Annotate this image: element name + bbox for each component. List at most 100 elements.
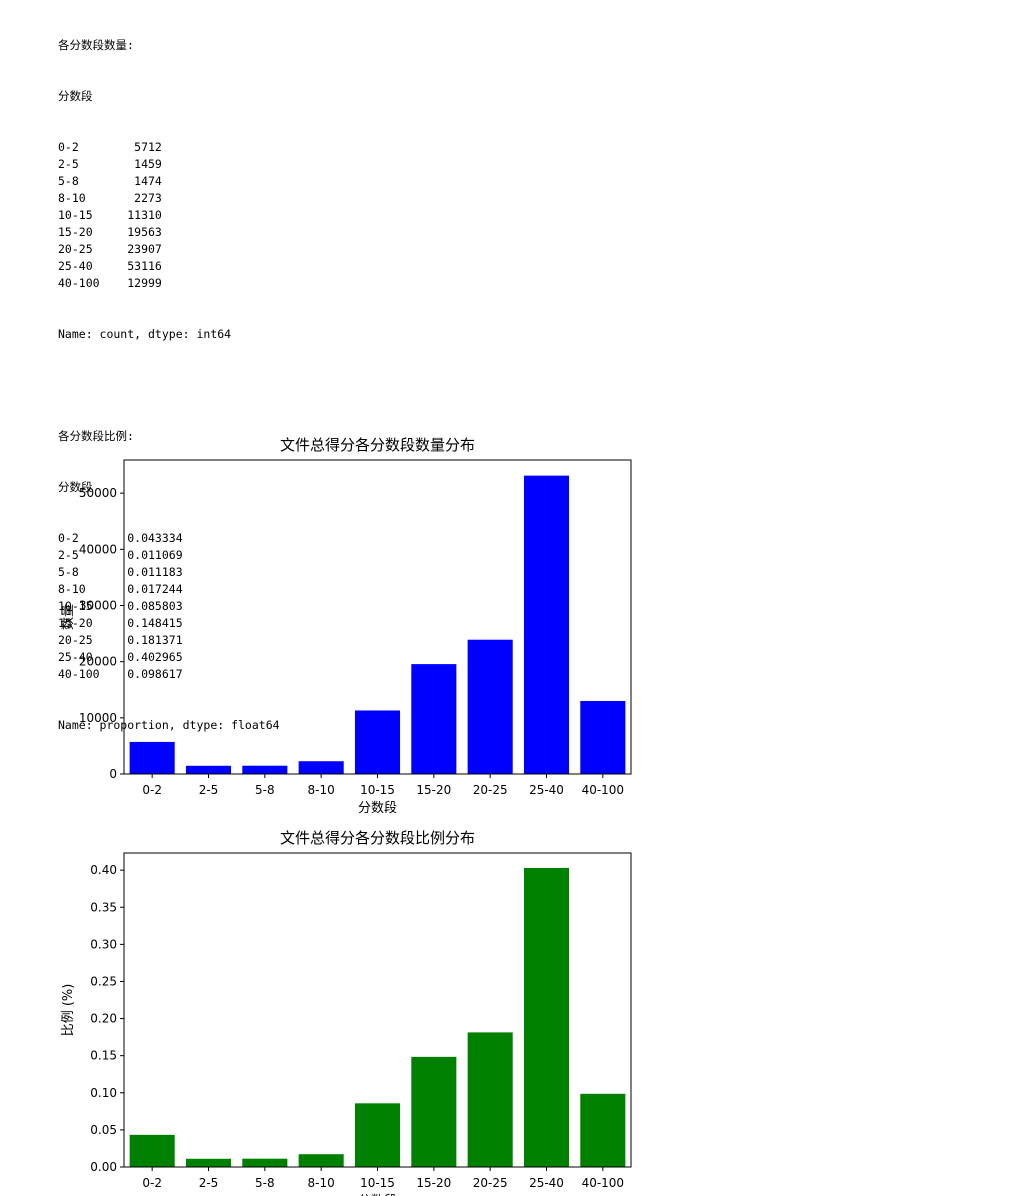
count-index-name: 分数段 [58,89,93,103]
count-row: 20-25 23907 [58,241,280,258]
proportion-row-label: 25-40 [58,650,114,664]
proportion-header: 各分数段比例: [58,429,134,443]
count-x-tick-label: 15-20 [416,783,451,797]
count-bar [467,639,513,774]
proportion-y-tick-label: 0.35 [90,900,117,914]
count-y-tick-label: 50000 [79,486,117,500]
proportion-y-tick-label: 0.00 [90,1160,117,1174]
proportion-row: 0-2 0.043334 [58,530,280,547]
proportion-index-name: 分数段 [58,480,93,494]
proportion-row: 15-20 0.148415 [58,615,280,632]
count-row: 8-10 2273 [58,190,280,207]
proportion-row-value: 0.043334 [113,531,183,545]
count-row: 2-5 1459 [58,156,280,173]
count-bar [185,765,232,774]
proportion-row-value: 0.181371 [113,633,183,647]
count-y-tick-label: 10000 [79,711,117,725]
proportion-bar [411,1056,457,1167]
proportion-row-label: 2-5 [58,548,114,562]
proportion-x-tick-label: 20-25 [473,1176,508,1190]
count-row-label: 10-15 [58,208,114,222]
count-row-value: 1474 [113,174,162,188]
count-row-label: 20-25 [58,242,114,256]
count-row: 0-2 5712 [58,139,280,156]
proportion-x-tick-label: 5-8 [255,1176,275,1190]
count-chart-title: 文件总得分各分数段数量分布 [280,436,475,454]
count-row: 40-100 12999 [58,275,280,292]
count-y-tick-label: 40000 [79,542,117,556]
proportion-x-tick-label: 25-40 [529,1176,564,1190]
count-row-value: 1459 [113,157,162,171]
count-footer: Name: count, dtype: int64 [58,327,232,341]
proportion-row-label: 20-25 [58,633,114,647]
proportion-x-tick-label: 0-2 [142,1176,162,1190]
proportion-row-label: 10-15 [58,599,114,613]
proportion-bar [298,1154,344,1167]
proportion-bar-chart: 文件总得分各分数段比例分布 0-2 2-5 5-8 8-10 10-15 15-20 20-2… [61,829,632,1196]
proportion-row-value: 0.017244 [113,582,183,596]
count-rows: 0-2 5712 2-5 1459 5-8 1474 8-10 2273 10-15 1… [58,139,280,292]
proportion-y-tick-label: 0.10 [90,1086,117,1100]
count-x-tick-label: 2-5 [199,783,219,797]
proportion-y-tick-label: 0.15 [90,1049,117,1063]
proportion-rows: 0-2 0.043334 2-5 0.011069 5-8 0.011183 8-10… [58,530,280,683]
proportion-row-value: 0.011069 [113,548,183,562]
count-row-label: 8-10 [58,191,114,205]
proportion-row-value: 0.148415 [113,616,183,630]
count-bar-chart: 文件总得分各分数段数量分布 0-2 2-5 5-8 8-10 10-15 15-20 20-2… [61,436,632,816]
count-x-tick-label: 0-2 [142,783,162,797]
proportion-row-value: 0.085803 [113,599,183,613]
count-bar [298,761,344,774]
spacer [58,377,280,394]
proportion-x-tick-label: 40-100 [582,1176,625,1190]
proportion-row: 5-8 0.011183 [58,564,280,581]
proportion-row-value: 0.402965 [113,650,183,664]
count-row-value: 23907 [113,242,162,256]
proportion-y-tick-label: 0.25 [90,974,117,988]
proportion-x-tick-label: 15-20 [416,1176,451,1190]
count-bar [242,765,288,774]
console-output: 各分数段数量: 分数段 0-2 5712 2-5 1459 5-8 1474 8-10… [58,3,280,751]
proportion-row-value: 0.011183 [113,565,183,579]
count-row-label: 0-2 [58,140,114,154]
count-bar [580,700,626,774]
proportion-footer: Name: proportion, dtype: float64 [58,718,280,732]
count-row-label: 25-40 [58,259,114,273]
count-row-value: 5712 [113,140,162,154]
proportion-row-label: 40-100 [58,667,114,681]
proportion-y-tick-label: 0.30 [90,937,117,951]
count-row-label: 40-100 [58,276,114,290]
count-y-tick-label: 0 [109,767,117,781]
proportion-bar [185,1158,232,1167]
count-bar [354,710,401,774]
proportion-row-label: 0-2 [58,531,114,545]
proportion-bar [467,1032,513,1167]
count-row-value: 11310 [113,208,162,222]
proportion-row-label: 5-8 [58,565,114,579]
count-row-value: 53116 [113,259,162,273]
count-x-tick-label: 40-100 [582,783,625,797]
count-row-label: 2-5 [58,157,114,171]
count-bar [523,475,570,774]
count-row-label: 5-8 [58,174,114,188]
proportion-row: 40-100 0.098617 [58,666,280,683]
proportion-bar [242,1158,288,1167]
proportion-y-tick-label: 0.20 [90,1012,117,1026]
count-row: 10-15 11310 [58,207,280,224]
proportion-row-label: 15-20 [58,616,114,630]
proportion-x-tick-label: 10-15 [360,1176,395,1190]
count-x-tick-label: 5-8 [255,783,275,797]
proportion-bar [129,1134,175,1167]
count-y-tick-label: 20000 [79,655,117,669]
proportion-y-axis-label: 比例 (%) [61,984,76,1037]
count-row-value: 2273 [113,191,162,205]
count-row: 15-20 19563 [58,224,280,241]
proportion-chart-title: 文件总得分各分数段比例分布 [280,829,475,847]
proportion-x-axis-label: 分数段 [358,1194,397,1196]
count-y-tick-label: 30000 [79,598,117,612]
proportion-bar [523,867,570,1167]
count-x-tick-label: 25-40 [529,783,564,797]
proportion-row-value: 0.098617 [113,667,183,681]
proportion-row: 2-5 0.011069 [58,547,280,564]
count-bar [129,741,175,774]
